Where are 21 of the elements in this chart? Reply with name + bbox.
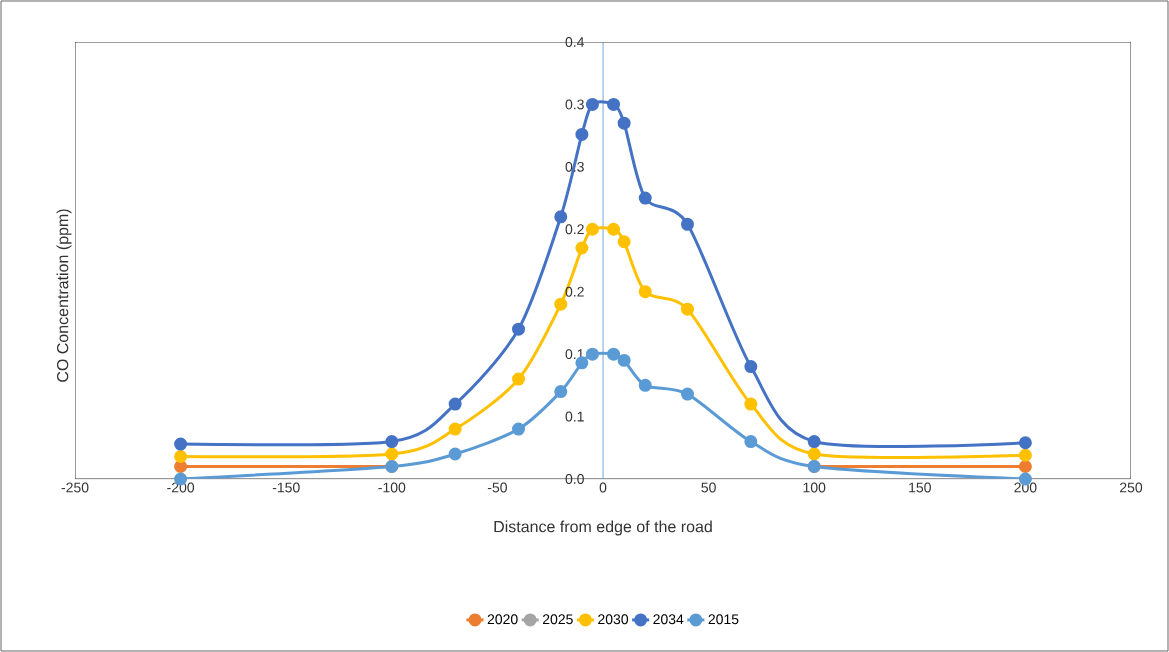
x-tick-label: 100 <box>803 482 826 493</box>
y-tick-label: 0.4 <box>565 37 585 47</box>
y-tick-label: 0.0 <box>565 474 584 484</box>
legend-label: 2025 <box>542 614 573 625</box>
y-axis-title: CO Concentration (ppm) <box>56 209 72 382</box>
x-tick-label: 50 <box>701 482 716 493</box>
legend-label: 2015 <box>708 614 739 625</box>
y-tick-label: 0.3 <box>565 99 584 110</box>
x-axis-title: Distance from edge of the road <box>494 520 712 536</box>
x-tick-label: 150 <box>909 482 931 493</box>
y-tick-label: 0.1 <box>565 411 584 422</box>
x-tick-label: -250 <box>61 482 89 493</box>
legend-label: 2034 <box>653 614 684 625</box>
legend-label: 2020 <box>487 614 518 625</box>
x-tick-label: 250 <box>1120 482 1143 493</box>
x-tick-label: -100 <box>378 482 406 493</box>
legend-label: 2030 <box>598 614 629 625</box>
x-tick-label: -50 <box>487 482 507 493</box>
y-tick-label: 0.2 <box>565 224 584 235</box>
x-tick-label: 0 <box>599 482 607 493</box>
x-tick-label: -150 <box>272 482 300 493</box>
